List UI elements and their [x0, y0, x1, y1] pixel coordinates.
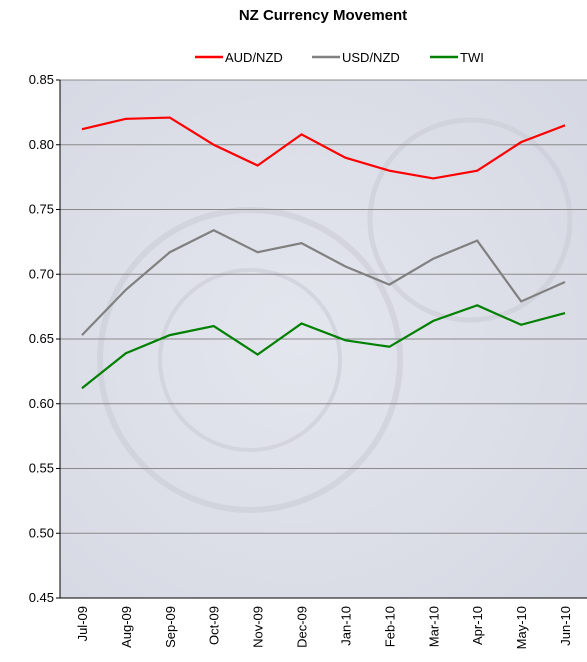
series-line: [81, 304, 566, 390]
x-tick-label: May-10: [514, 606, 529, 649]
x-tick-label: Aug-09: [119, 606, 134, 648]
y-tick-label: 0.85: [29, 72, 54, 87]
series-line: [81, 116, 566, 180]
y-tick-label: 0.60: [29, 396, 54, 411]
x-tick-label: Mar-10: [426, 606, 441, 647]
y-tick-label: 0.65: [29, 331, 54, 346]
x-tick-label: Jul-09: [75, 606, 90, 641]
legend-label: TWI: [460, 50, 484, 65]
texture: [158, 268, 342, 452]
x-tick-label: Jan-10: [338, 606, 353, 646]
x-tick-label: Dec-09: [295, 606, 310, 648]
x-tick-label: Nov-09: [251, 606, 266, 648]
texture: [367, 117, 573, 323]
x-tick-label: Sep-09: [163, 606, 178, 648]
y-tick-label: 0.45: [29, 590, 54, 605]
legend-label: USD/NZD: [342, 50, 400, 65]
x-tick-label: Oct-09: [207, 606, 222, 645]
legend-label: AUD/NZD: [225, 50, 283, 65]
y-tick-label: 0.55: [29, 461, 54, 476]
x-tick-label: Jun-10: [558, 606, 573, 646]
x-tick-label: Feb-10: [382, 606, 397, 647]
y-tick-label: 0.70: [29, 266, 54, 281]
y-tick-label: 0.80: [29, 137, 54, 152]
chart-title: NZ Currency Movement: [239, 7, 407, 24]
series-line: [81, 228, 566, 336]
x-tick-label: Apr-10: [470, 606, 485, 645]
y-tick-label: 0.75: [29, 202, 54, 217]
y-tick-label: 0.50: [29, 525, 54, 540]
